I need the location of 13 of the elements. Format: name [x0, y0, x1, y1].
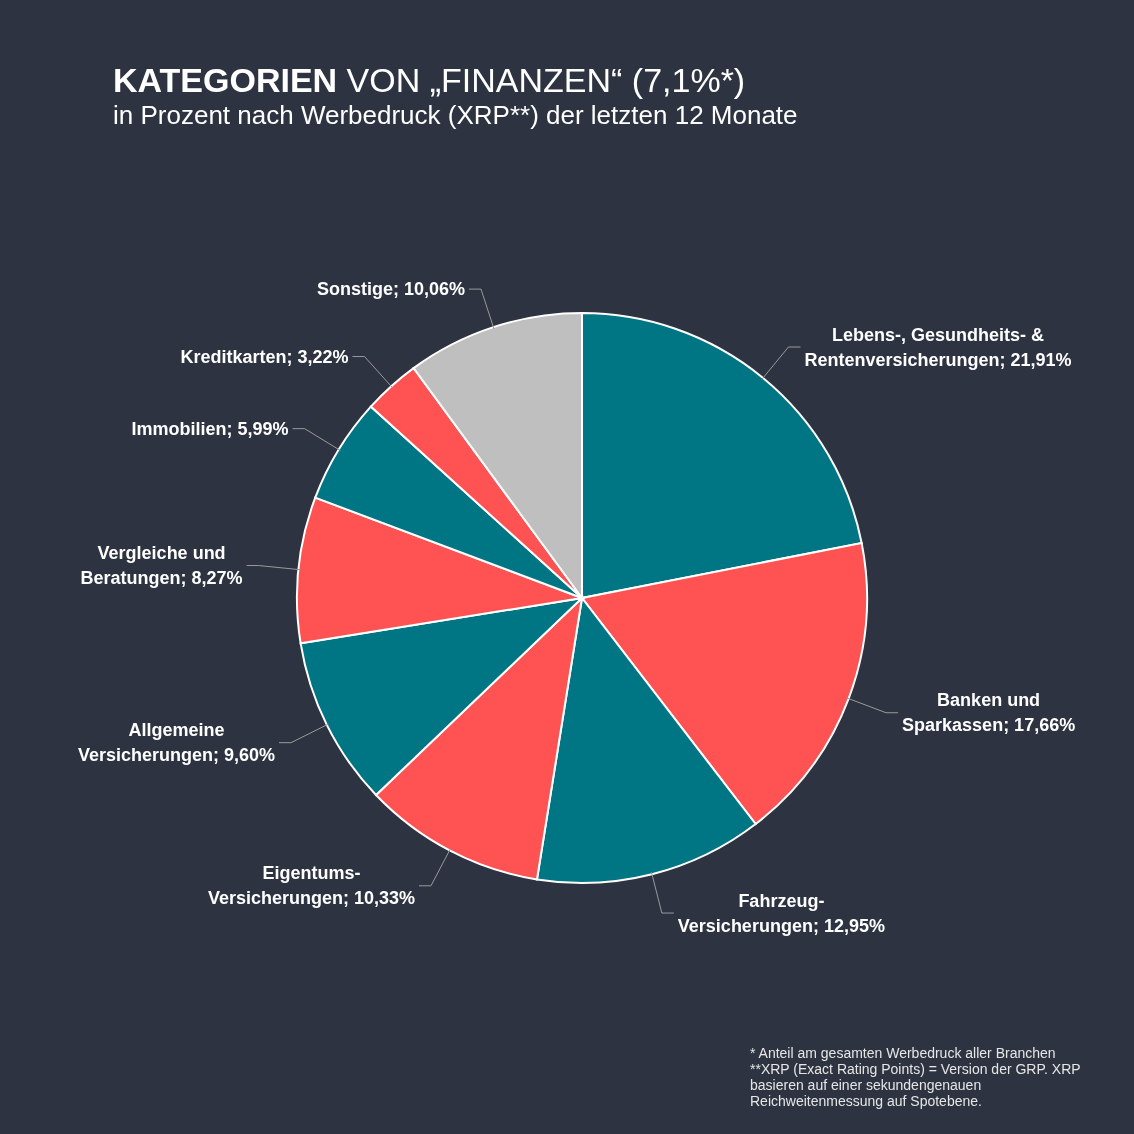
slice-label: Kreditkarten; 3,22%	[180, 346, 349, 367]
slice-label: Allgemeine Versicherungen; 9,60%	[77, 720, 275, 766]
slice-label: Sonstige; 10,06%	[316, 279, 465, 300]
slice-label: Banken und Sparkassen; 17,66%	[902, 690, 1076, 736]
text: * Anteil am gesamten Werbedruck aller Branchen	[750, 1045, 1056, 1061]
chart-title: KATEGORIEN VON „FINANZEN“ (7,1%*)	[113, 61, 746, 99]
slice-label: Fahrzeug-Versicherungen; 12,95%	[677, 890, 885, 936]
chart-subtitle: in Prozent nach Werbedruck (XRP**) der letzten 12 Monate	[113, 100, 798, 130]
slice-label: Immobilien; 5,99%	[131, 418, 289, 439]
text: **XRP (Exact Rating Points) = Version der GRP. XRP basieren auf einer sekundengenauen Reichweitenmessung auf Spotebene.	[750, 1061, 1081, 1109]
slice-label: Lebens-, Gesundheits- & Rentenversicherungen; 21,91%	[804, 324, 1072, 370]
slice-label: Vergleiche und Beratungen; 8,27%	[80, 543, 243, 589]
slice-label: Eigentums-Versicherungen; 10,33%	[207, 863, 415, 909]
